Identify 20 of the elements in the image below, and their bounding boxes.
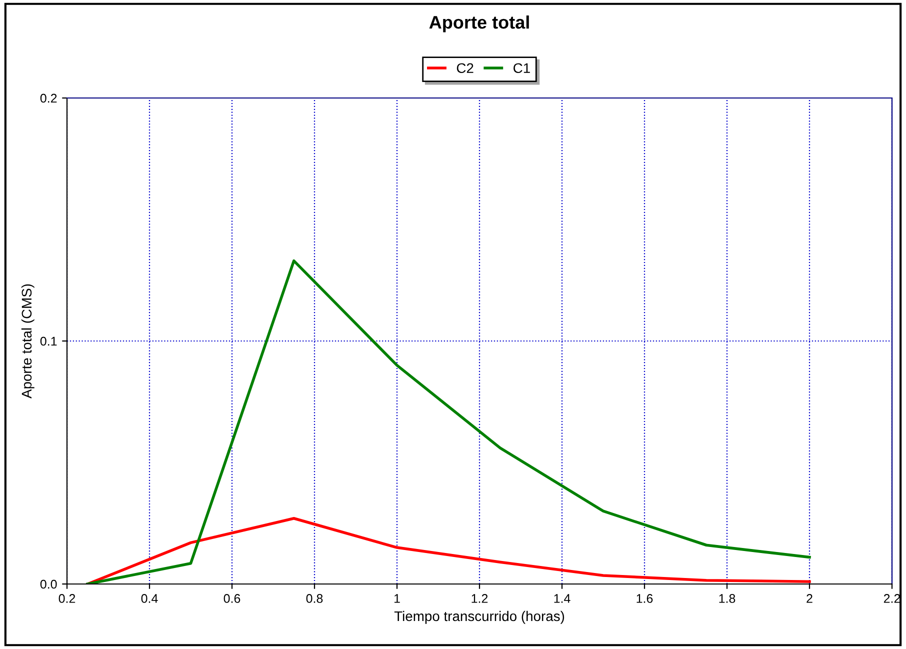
y-tick-label: 0.2 — [40, 94, 57, 103]
line-series — [86, 259, 811, 584]
y-tick-label: 0.1 — [40, 336, 57, 346]
x-tick-label: 0.8 — [306, 594, 323, 603]
x-tick-label: 1 — [394, 594, 400, 603]
x-tick-label: 1.6 — [636, 594, 653, 603]
legend-label: C1 — [514, 63, 530, 74]
y-tick-label: 0.0 — [40, 580, 57, 589]
x-axis-title: Tiempo transcurrido (horas) — [394, 610, 564, 624]
line-series — [86, 517, 811, 584]
y-axis-title: Aporte total (CMS) — [21, 284, 34, 398]
x-tick-label: 1.2 — [472, 594, 488, 603]
legend-label: C2 — [456, 63, 474, 74]
x-tick-label: 2 — [806, 594, 812, 603]
x-tick-label: 0.2 — [58, 594, 76, 603]
x-tick-label: 0.4 — [141, 594, 158, 603]
x-tick-label: 1.8 — [719, 594, 736, 603]
x-tick-label: 1.4 — [554, 594, 570, 603]
chart-title: Aporte total — [429, 15, 529, 32]
x-tick-label: 0.6 — [224, 594, 240, 603]
